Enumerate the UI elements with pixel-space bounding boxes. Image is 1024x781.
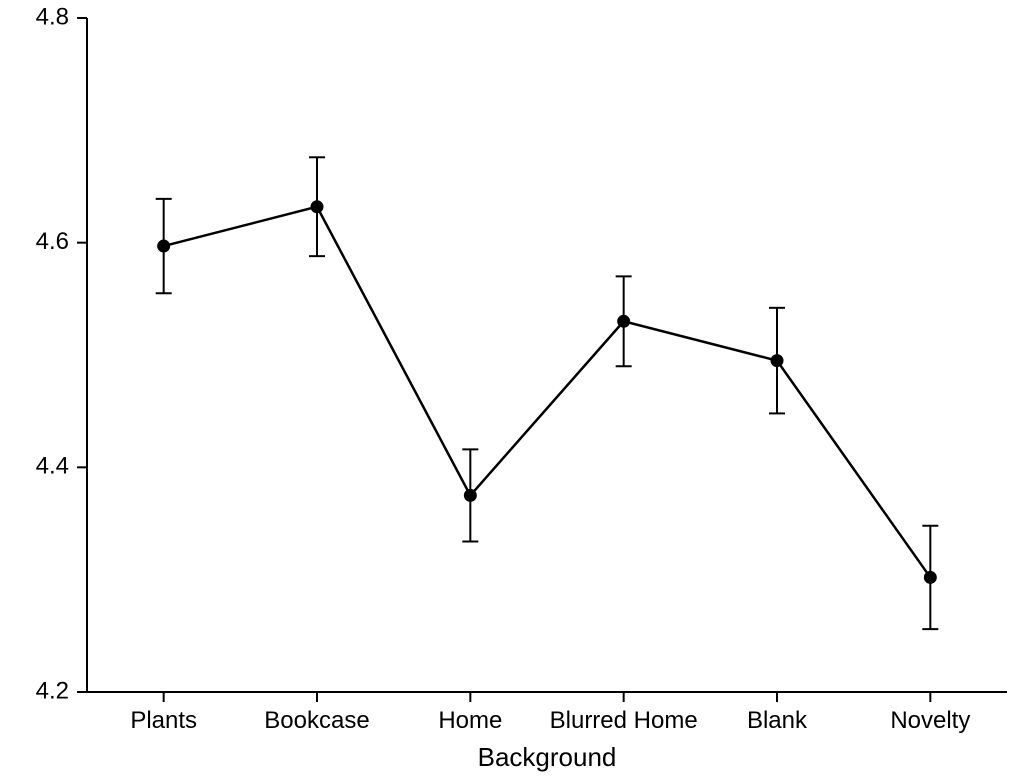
- y-tick-label: 4.2: [36, 677, 69, 704]
- x-tick-label: Home: [438, 707, 502, 734]
- y-tick-label: 4.6: [36, 228, 69, 255]
- y-tick-label: 4.8: [36, 3, 69, 30]
- data-line: [164, 207, 931, 578]
- data-marker: [464, 489, 476, 501]
- data-marker: [158, 240, 170, 252]
- data-marker: [924, 571, 936, 583]
- x-axis-title: Background: [478, 742, 617, 772]
- x-tick-label: Bookcase: [264, 707, 369, 734]
- errorbar-chart: 4.2 4.4 4.6 4.8 Plants Bookcase Home Blurred Ho…: [0, 0, 1024, 781]
- x-tick-label: Blurred Home: [550, 707, 698, 734]
- x-tick-label: Plants: [130, 707, 197, 734]
- data-marker: [771, 355, 783, 367]
- x-tick-label: Blank: [747, 707, 808, 734]
- data-marker: [618, 315, 630, 327]
- data-marker: [311, 201, 323, 213]
- x-tick-label: Novelty: [890, 707, 970, 734]
- y-tick-label: 4.4: [36, 453, 69, 480]
- axes: [87, 18, 1007, 692]
